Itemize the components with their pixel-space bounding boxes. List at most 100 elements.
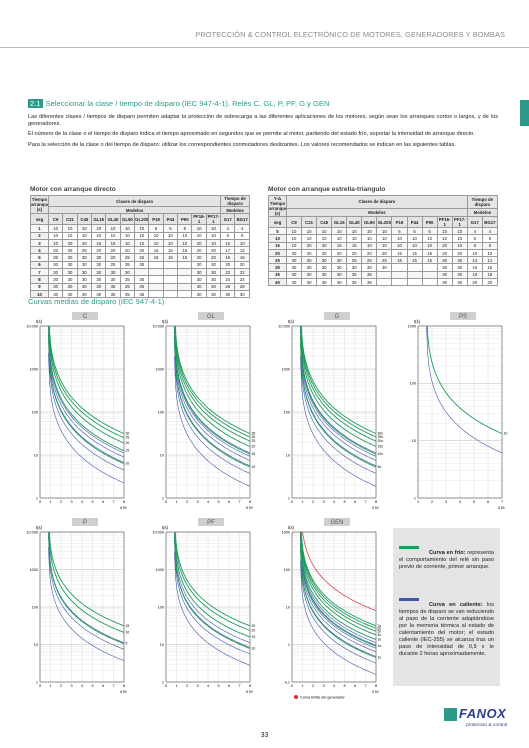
- class-label: 6s: [378, 626, 382, 630]
- section-number: 2.1: [28, 99, 43, 108]
- y-tick-label: 1000: [282, 367, 290, 371]
- x-tick-label: 8: [123, 684, 125, 688]
- trip-curve: [174, 356, 250, 487]
- class-label: 4s: [378, 633, 382, 637]
- table-row: 7 30 30 30 30 30 30 30 30 22 22: [30, 268, 250, 277]
- trip-curve: [48, 326, 124, 454]
- legend-line: [399, 546, 419, 549]
- y-tick-label: 10.000: [152, 324, 164, 328]
- class-label: 15: [126, 449, 130, 453]
- trip-curve: [299, 532, 376, 647]
- x-tick-label: 8: [249, 500, 251, 504]
- class-label: 15s: [378, 445, 384, 449]
- trip-curve: [300, 532, 376, 641]
- class-label: 15: [126, 624, 130, 628]
- trip-curve: [48, 536, 124, 650]
- page-number: 33: [260, 732, 269, 739]
- table-cell: 22: [234, 268, 250, 277]
- y-tick-label: 10: [160, 453, 164, 457]
- x-axis-label: x Ie: [372, 689, 379, 694]
- table-cell: 16: [481, 263, 499, 272]
- table-row: 30 30 30 30 30 30 30 30 30 30 16 16: [268, 263, 499, 272]
- table-row: 40 30 30 30 30 35 35 30 30 20 20: [268, 278, 499, 287]
- x-tick-label: 5: [473, 500, 475, 504]
- class-label: 7s: [378, 624, 382, 628]
- class-label: 30: [252, 435, 256, 439]
- x-tick-label: 4: [207, 684, 209, 688]
- trip-curve: [174, 532, 250, 627]
- y-tick-label: 100: [158, 410, 164, 414]
- header-cell: Clases de disparo: [47, 195, 222, 207]
- symbol: Y-Δ: [273, 196, 282, 202]
- trip-curve: [300, 326, 376, 457]
- y-tick-label: 10: [412, 439, 416, 443]
- class-label: 10: [252, 465, 256, 469]
- panel-label-box: [324, 518, 350, 526]
- class-label: 20: [126, 441, 130, 445]
- y-tick-label: 0,1: [285, 680, 290, 684]
- x-tick-label: 3: [196, 500, 198, 504]
- logo: FANOX: [444, 706, 506, 722]
- x-tick-label: 4: [207, 500, 209, 504]
- class-label: 10: [504, 432, 508, 436]
- table-cell: 30: [220, 289, 236, 299]
- trip-curve: [300, 330, 376, 461]
- time-header: Tiempo arranque (s): [269, 201, 287, 216]
- x-tick-label: 0: [291, 684, 293, 688]
- table-cell: 16: [234, 253, 250, 262]
- table-block: Motor con arranque directo Tiempo arranqu…: [30, 186, 250, 299]
- y-tick-label: 1: [162, 680, 164, 684]
- x-axis-label: x Ie: [372, 505, 379, 510]
- table-row: 5 10 10 10 10 10 10 10 5 5 5 10 10 4 4: [268, 226, 499, 236]
- table-row: 6 30 30 30 30 25 35 35 30 30 20 20: [30, 260, 250, 270]
- x-axis-label: x Ie: [120, 689, 127, 694]
- y-tick-label: 100: [284, 410, 290, 414]
- y-tick-label: 1000: [282, 530, 290, 534]
- y-tick-label: 1: [288, 643, 290, 647]
- x-tick-label: 2: [60, 684, 62, 688]
- trip-curve: [174, 326, 250, 455]
- header-row: Tiempo arranque (s) Clases de disparo Tiem…: [30, 194, 250, 215]
- panel-label-box: [324, 312, 350, 320]
- trip-curve: [174, 326, 250, 435]
- trip-curve: [173, 337, 250, 468]
- trip-curve: [174, 343, 250, 474]
- x-tick-label: 7: [364, 500, 366, 504]
- class-label: 1s: [378, 656, 382, 660]
- trip-curve: [174, 534, 250, 648]
- y-tick-label: 10.000: [152, 530, 164, 534]
- x-axis-label: x Ie: [120, 505, 127, 510]
- data-table: Y-Δ Tiempo arranque (s) Clases de disparo T…: [268, 195, 499, 287]
- class-label: 10: [126, 462, 130, 466]
- x-tick-label: 4: [81, 500, 83, 504]
- trip-curve: [300, 549, 376, 664]
- legend-desc: representa el comportamiento del relé si…: [399, 550, 494, 570]
- trip-curve: [48, 353, 124, 484]
- plot-frame: [39, 531, 125, 683]
- header-cell: Modelos: [466, 207, 499, 218]
- class-label: 2s: [378, 644, 382, 648]
- trip-curve: [174, 326, 250, 457]
- header-cell: Tiempo arranque (s): [30, 194, 49, 215]
- trip-curve: [299, 544, 376, 658]
- table-cell: 16: [220, 253, 236, 262]
- panel-label-box: [198, 518, 224, 526]
- table-row: 10 30 30 30 30 35 35 35 30 30 30 30: [30, 289, 250, 299]
- class-label: 3s: [378, 638, 382, 642]
- class-label: 10s: [378, 452, 384, 456]
- class-label: 20: [252, 445, 256, 449]
- trip-curve: [174, 330, 250, 461]
- curves: [426, 326, 502, 454]
- header-row: Modelos Modelos: [31, 205, 250, 215]
- trip-curve: [174, 532, 250, 638]
- class-label: 10: [126, 630, 130, 634]
- y-axis-label: t(s): [414, 319, 421, 324]
- trip-curve: [174, 532, 250, 631]
- table-row: 35 30 30 30 30 35 35 30 30 18 18: [268, 270, 499, 280]
- legend-desc: los tiempos de disparo se van reduciendo…: [399, 602, 495, 657]
- header-row: seg C9 C21 C45 GL16 GL40 GL90 GL200 P19 P44 P90 PF1…: [268, 216, 499, 228]
- panel-label-box: [198, 312, 224, 320]
- x-tick-label: 1: [175, 500, 177, 504]
- trip-curve: [299, 337, 376, 468]
- trip-curve: [302, 532, 376, 612]
